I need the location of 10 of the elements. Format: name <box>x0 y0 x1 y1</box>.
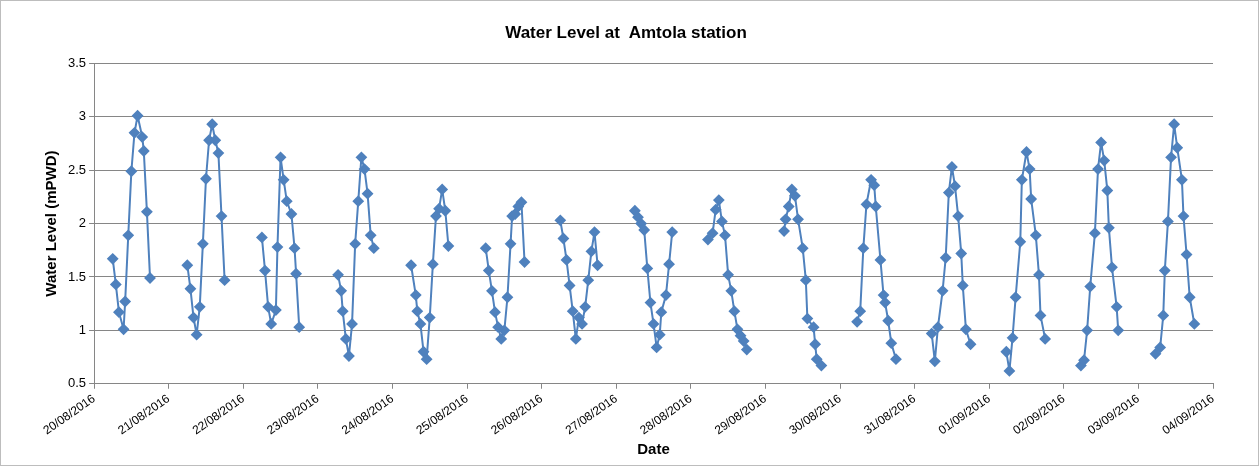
chart-title: Water Level at Amtola station <box>505 22 747 42</box>
y-tick-label: 1 <box>78 321 87 337</box>
y-tick-label: 2 <box>78 215 87 231</box>
y-tick-label: 3.5 <box>67 54 87 70</box>
y-tick-label: 0.5 <box>67 375 87 391</box>
y-tick-label: 2.5 <box>67 161 87 177</box>
y-tick-label: 3 <box>78 108 87 124</box>
y-axis-title: Water Level (mPWD) <box>42 150 60 297</box>
y-tick-label: 1.5 <box>67 268 87 284</box>
x-axis-title: Date <box>637 440 670 458</box>
